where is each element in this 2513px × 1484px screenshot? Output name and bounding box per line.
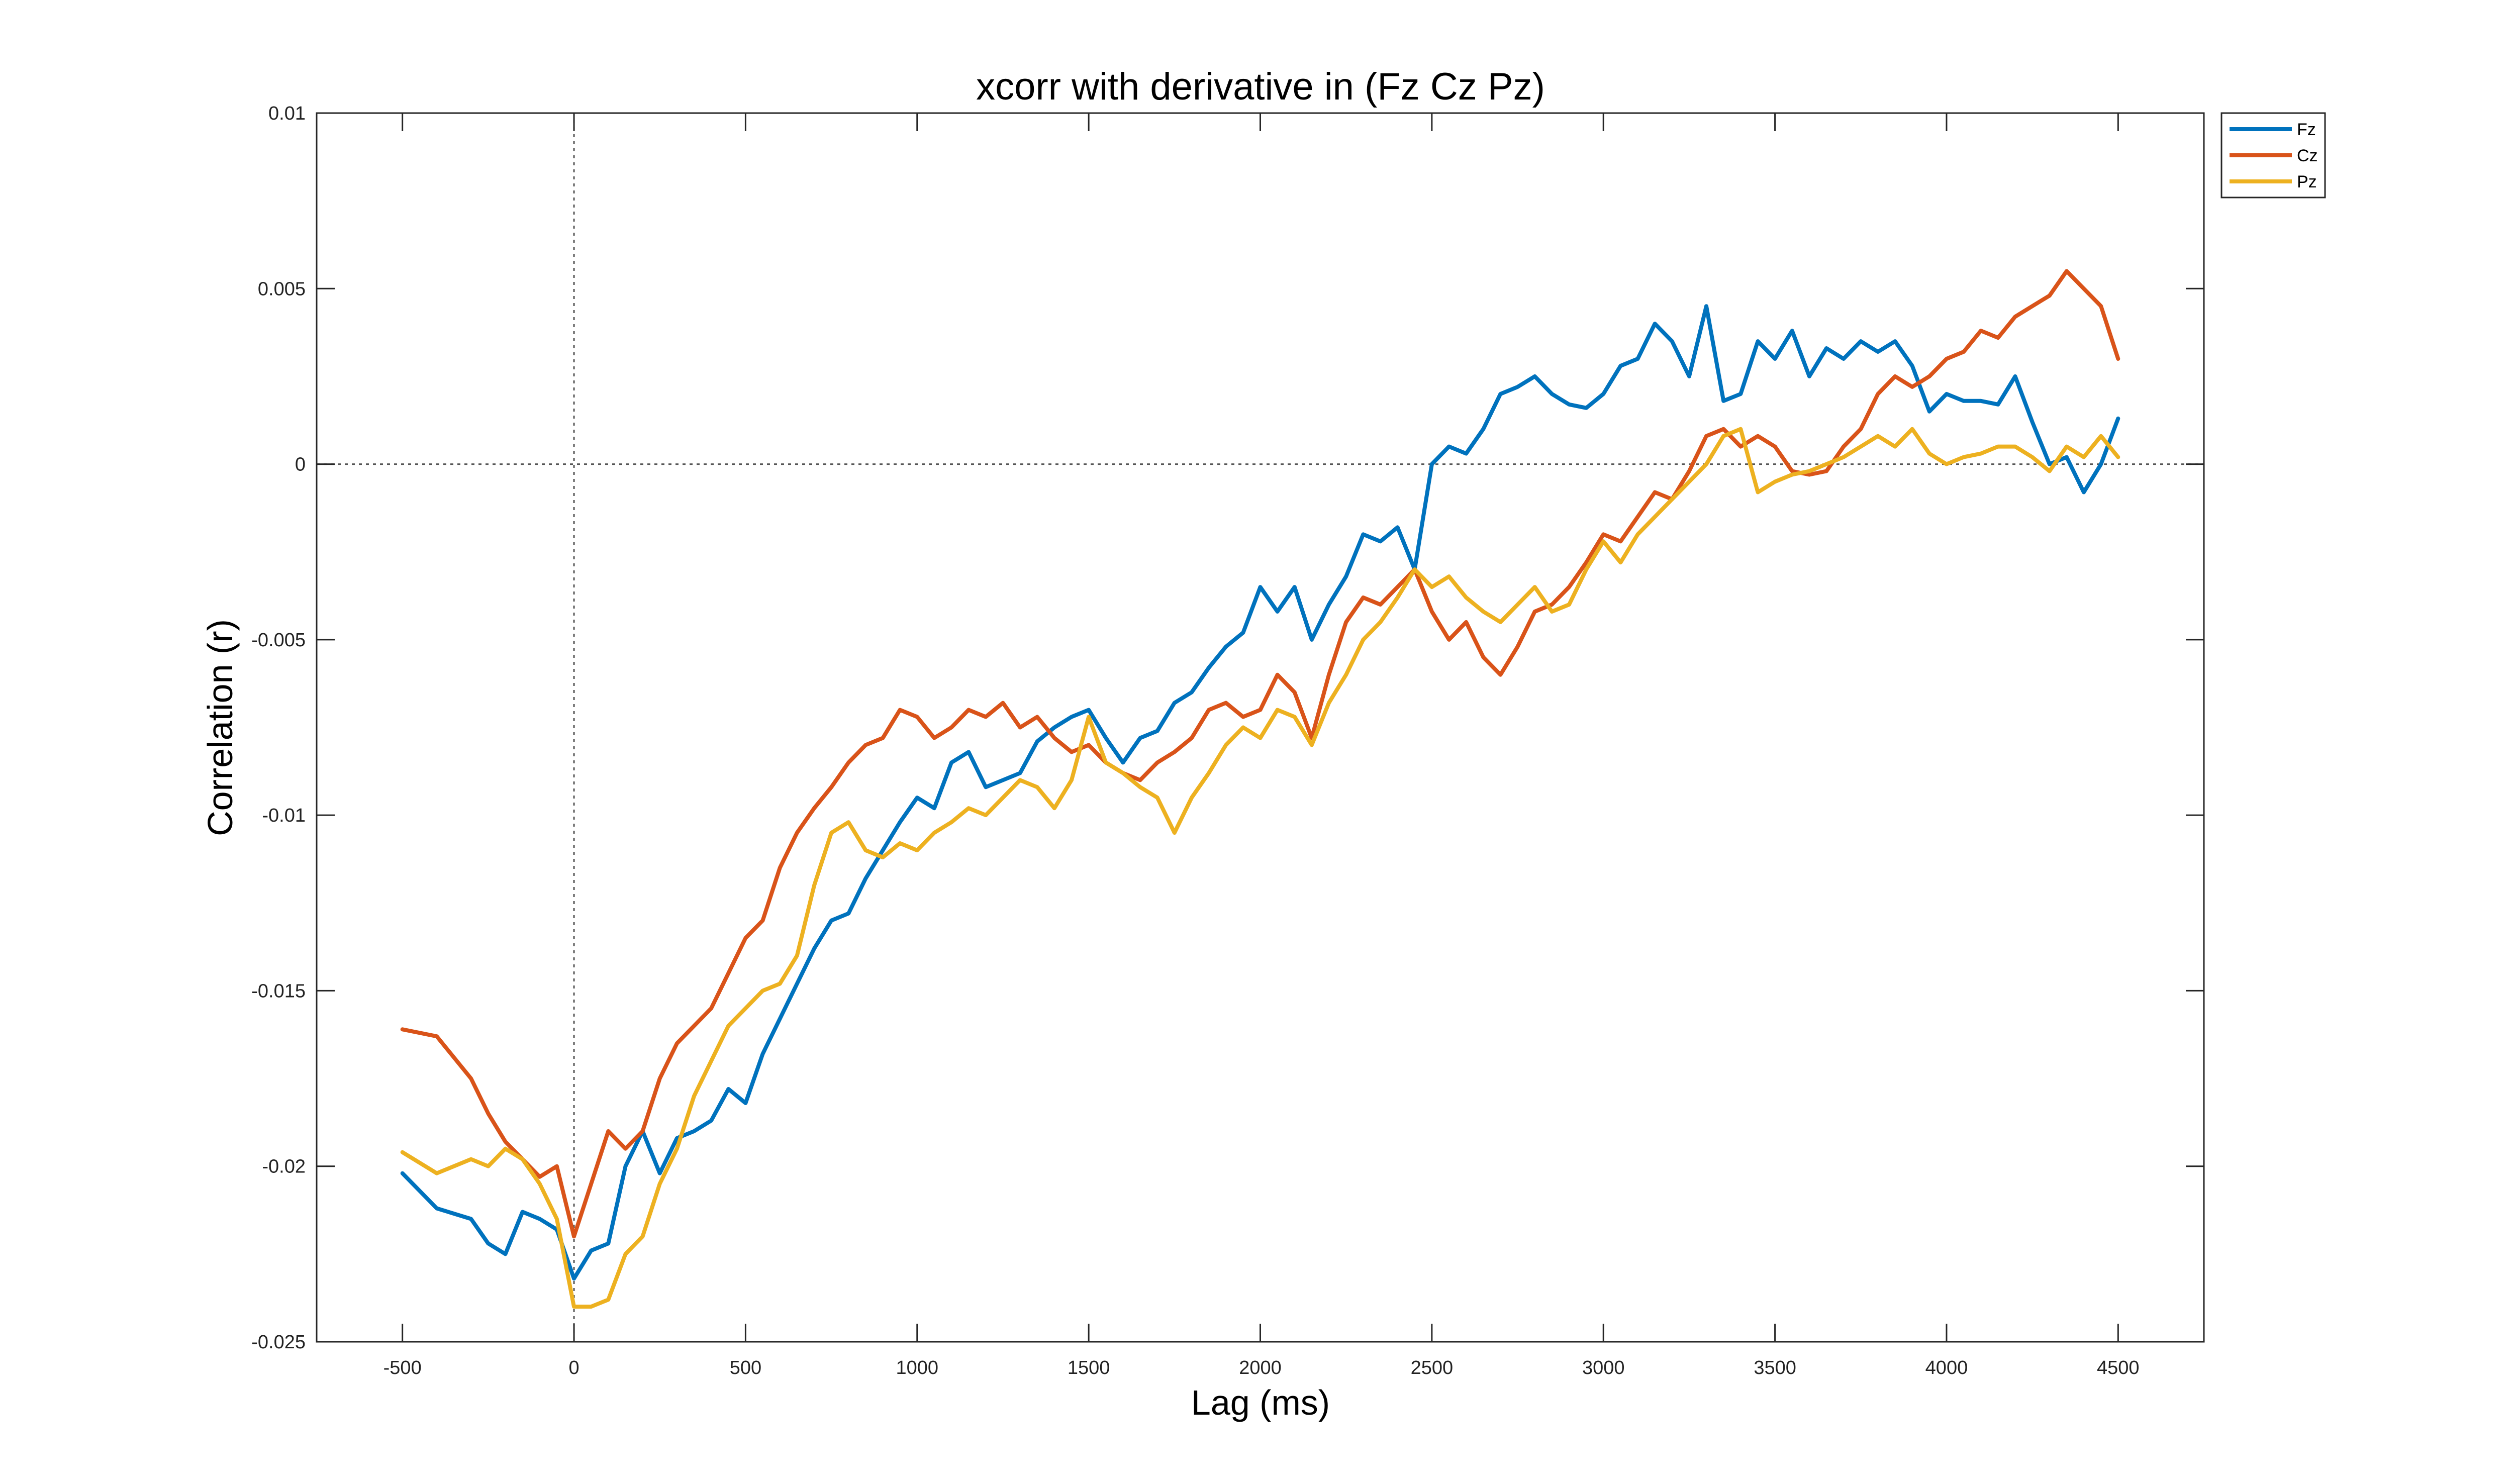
series-lines <box>400 269 2120 1309</box>
y-tick-label: -0.02 <box>262 1156 306 1177</box>
series-line-fz <box>400 304 2120 1281</box>
y-tick-label: -0.025 <box>251 1332 306 1353</box>
x-tick-label: 3500 <box>1754 1357 1796 1378</box>
legend: Fz Cz Pz <box>2220 112 2326 199</box>
y-tick-label: 0 <box>295 454 306 475</box>
y-tick-label: -0.005 <box>251 630 306 651</box>
legend-label-pz: Pz <box>2297 172 2317 191</box>
axes-box <box>316 112 2205 1343</box>
plot-area: -500 0 500 1000 1500 2000 2500 3000 3500 4000 4500… <box>251 103 2205 1378</box>
x-axis-label: Lag (ms) <box>1191 1383 1330 1422</box>
series-line-cz <box>400 269 2120 1239</box>
y-axis-ticks: -0.025 -0.02 -0.015 -0.01 -0.005 0 0.005 0.01 <box>251 103 2204 1353</box>
x-tick-label: 3000 <box>1582 1357 1625 1378</box>
legend-label-fz: Fz <box>2297 120 2316 139</box>
x-tick-label: 4000 <box>1925 1357 1968 1378</box>
chart-title: xcorr with derivative in (Fz Cz Pz) <box>976 65 1545 108</box>
x-tick-label: 4500 <box>2097 1357 2140 1378</box>
x-tick-label: -500 <box>383 1357 422 1378</box>
x-tick-label: 0 <box>568 1357 579 1378</box>
y-tick-label: -0.01 <box>262 805 306 826</box>
x-tick-label: 1500 <box>1068 1357 1110 1378</box>
x-tick-label: 2500 <box>1411 1357 1454 1378</box>
x-tick-label: 1000 <box>896 1357 938 1378</box>
y-tick-label: 0.005 <box>258 278 306 300</box>
x-axis-ticks: -500 0 500 1000 1500 2000 2500 3000 3500 4000 4500 <box>383 113 2140 1378</box>
y-tick-label: 0.01 <box>268 103 306 124</box>
legend-label-cz: Cz <box>2297 146 2318 165</box>
x-tick-label: 500 <box>730 1357 761 1378</box>
y-tick-label: -0.015 <box>251 980 306 1002</box>
series-line-pz <box>400 427 2120 1309</box>
x-tick-label: 2000 <box>1239 1357 1282 1378</box>
legend-entries: Fz Cz Pz <box>2230 120 2318 191</box>
y-axis-label: Correlation (r) <box>201 619 240 836</box>
